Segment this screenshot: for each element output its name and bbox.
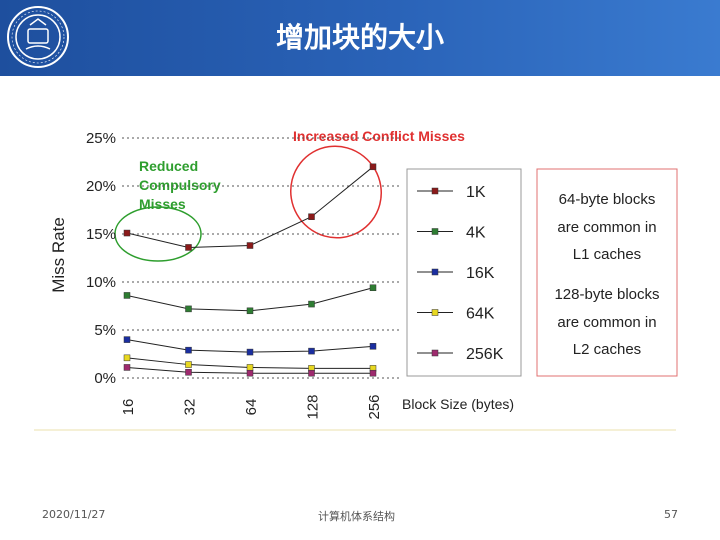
data-point: [308, 213, 315, 220]
legend-label-64k: 64K: [466, 306, 495, 323]
data-point: [185, 244, 192, 251]
note-box: [536, 168, 678, 377]
data-point: [369, 163, 377, 171]
y-tick-label: 5%: [94, 322, 116, 339]
compulsory-annotation-line3: Misses: [139, 196, 186, 212]
x-tick-label: 32: [182, 399, 199, 416]
y-tick-label: 25%: [86, 130, 116, 147]
legend-swatch-marker: [431, 187, 439, 195]
x-tick-label: 256: [366, 394, 383, 419]
data-point: [185, 346, 192, 354]
note-line: 64-byte blocks: [559, 191, 656, 208]
data-point: [308, 369, 315, 377]
data-point: [185, 361, 192, 368]
data-point: [369, 284, 377, 292]
conflict-annotation: Increased Conflict Misses: [293, 128, 465, 144]
x-tick-label: 64: [243, 399, 260, 416]
legend-swatch-marker: [431, 228, 439, 235]
footer-page-number: 57: [664, 508, 678, 521]
series-line-4k: [126, 287, 374, 312]
slide-title: 增加块的大小: [275, 21, 444, 54]
data-point: [123, 354, 131, 362]
y-axis-title: Miss Rate: [49, 217, 68, 293]
y-tick-label: 10%: [86, 274, 116, 291]
university-seal-icon: [7, 6, 69, 68]
data-point: [246, 369, 254, 377]
data-point: [185, 368, 192, 376]
data-point: [246, 307, 254, 315]
data-point: [308, 300, 315, 308]
legend-swatch-marker: [431, 268, 439, 276]
note-line: are common in: [557, 219, 656, 236]
data-point: [246, 242, 254, 249]
note-line: L1 caches: [573, 246, 641, 263]
data-point: [369, 343, 377, 350]
data-point: [246, 364, 254, 371]
legend-label-16k: 16K: [466, 265, 495, 282]
x-axis-title: Block Size (bytes): [402, 396, 514, 412]
data-point: [123, 292, 131, 299]
data-point: [123, 364, 131, 371]
x-tick-label: 128: [305, 394, 322, 419]
compulsory-annotation-line1: Reduced: [139, 158, 198, 174]
legend-label-256k: 256K: [466, 346, 504, 363]
y-tick-label: 20%: [86, 178, 116, 195]
y-tick-label: 15%: [86, 226, 116, 243]
data-point: [308, 347, 315, 355]
legend-label-1k: 1K: [466, 184, 486, 201]
footer-date: 2020/11/27: [42, 508, 106, 521]
conflict-highlight-ellipse: [289, 145, 383, 239]
data-point: [123, 336, 131, 343]
legend-label-4k: 4K: [466, 225, 486, 242]
footer-course-name: 计算机体系结构: [318, 510, 395, 523]
y-tick-label: 0%: [94, 370, 116, 387]
legend-swatch-marker: [431, 309, 439, 316]
data-point: [246, 348, 254, 356]
data-point: [185, 305, 192, 313]
data-point: [369, 369, 377, 377]
note-line: are common in: [557, 314, 656, 331]
data-point: [123, 229, 131, 237]
note-line: L2 caches: [573, 341, 641, 358]
compulsory-annotation-line2: Compulsory: [139, 177, 221, 193]
note-line: 128-byte blocks: [554, 286, 659, 303]
slide-header: 增加块的大小: [0, 0, 720, 76]
legend-swatch-marker: [431, 349, 439, 357]
x-tick-label: 16: [120, 399, 137, 416]
compulsory-highlight-ellipse: [114, 206, 202, 262]
